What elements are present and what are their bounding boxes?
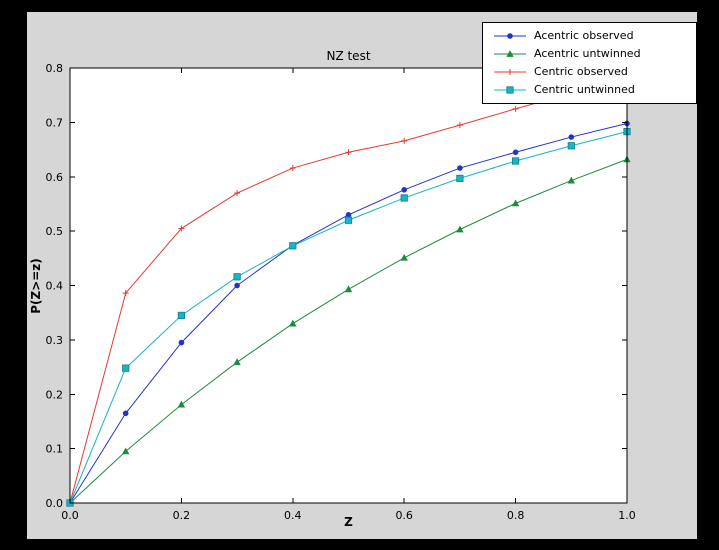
y-tick-label: 0.2 (46, 388, 64, 401)
square-marker (567, 142, 575, 150)
triangle-marker (400, 253, 408, 261)
y-tick-label: 0.3 (46, 334, 64, 347)
square-marker (289, 242, 297, 250)
legend-item-centric-observed: Centric observed (483, 63, 696, 81)
x-tick-label: 0.4 (284, 509, 302, 522)
triangle-marker (177, 400, 186, 408)
circle-marker (507, 33, 513, 39)
y-tick-label: 0.8 (46, 62, 64, 75)
circle-marker (122, 410, 129, 417)
square-marker (456, 174, 464, 182)
square-marker (122, 364, 130, 372)
legend-label: Centric observed (534, 65, 628, 78)
triangle-marker (289, 319, 297, 327)
y-tick-label: 0.7 (46, 116, 64, 129)
y-tick-label: 0.6 (46, 171, 64, 184)
y-tick-label: 0.1 (46, 443, 64, 456)
legend-line-sample (494, 33, 526, 39)
circle-marker (568, 134, 575, 140)
square-marker (344, 216, 353, 224)
square-marker (400, 194, 408, 202)
x-tick-label: 0.2 (173, 509, 191, 522)
y-tick-label: 0.0 (46, 497, 64, 510)
y-tick-label: 0.4 (46, 280, 64, 293)
circle-marker (234, 282, 240, 289)
circle-marker (178, 339, 185, 346)
x-tick-label: 0.0 (61, 509, 79, 522)
legend-item-centric-untwinned: Centric untwinned (483, 81, 696, 99)
y-axis-label: P(Z>=z) (29, 258, 43, 314)
legend-label: Acentric observed (534, 29, 634, 42)
square-marker (177, 311, 185, 320)
legend-line-sample (494, 86, 526, 94)
triangle-marker (344, 285, 353, 293)
y-tick-label: 0.5 (46, 225, 64, 238)
x-tick-label: 0.8 (507, 509, 525, 522)
circle-marker (512, 149, 519, 156)
legend-label: Acentric untwinned (534, 47, 641, 60)
x-tick-label: 1.0 (618, 509, 636, 522)
legend-item-acentric-untwinned: Acentric untwinned (483, 45, 696, 63)
square-marker (506, 86, 514, 94)
legend: Acentric observed Acentric untwinned Centr… (482, 22, 697, 104)
triangle-marker (567, 176, 575, 184)
square-marker (512, 157, 520, 165)
triangle-marker (511, 199, 520, 207)
x-tick-label: 0.6 (395, 509, 413, 522)
chart-title: NZ test (326, 49, 371, 63)
legend-line-sample (494, 50, 526, 57)
legend-item-acentric-observed: Acentric observed (483, 27, 696, 45)
legend-line-sample (494, 69, 526, 75)
triangle-marker (456, 225, 464, 233)
square-marker (233, 273, 241, 281)
legend-label: Centric untwinned (534, 83, 635, 96)
circle-marker (345, 212, 352, 218)
x-axis-label: Z (344, 515, 353, 529)
axes-frame (69, 67, 628, 504)
triangle-marker (506, 50, 514, 57)
circle-marker (401, 187, 408, 193)
triangle-marker (122, 447, 130, 455)
circle-marker (457, 165, 463, 171)
triangle-marker (233, 358, 241, 366)
